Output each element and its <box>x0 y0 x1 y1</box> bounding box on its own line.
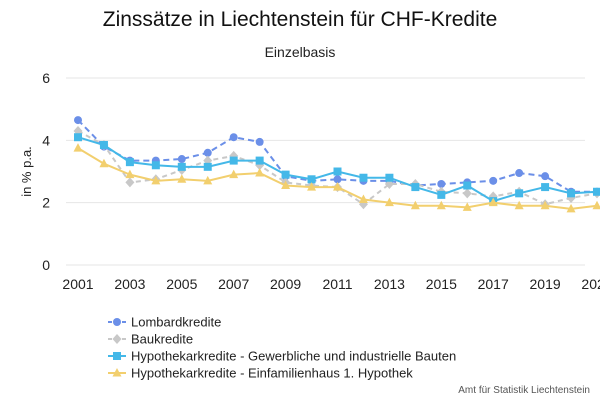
data-point <box>385 173 394 182</box>
data-point <box>593 187 600 196</box>
x-tick-label: 2019 <box>530 276 561 292</box>
data-point <box>541 172 550 181</box>
y-tick-label: 2 <box>42 195 50 211</box>
grid-lines <box>66 77 585 266</box>
x-tick-label: 2001 <box>62 276 93 292</box>
data-point <box>73 143 83 152</box>
data-point <box>177 155 186 164</box>
y-tick-label: 0 <box>42 257 50 273</box>
legend-item: Hypothekarkredite - Einfamilienhaus 1. H… <box>108 366 413 381</box>
data-point <box>514 200 524 210</box>
legend-item: Hypothekarkredite - Gewerbliche und indu… <box>108 349 456 364</box>
legend-label: Hypothekarkredite - Gewerbliche und indu… <box>131 349 456 364</box>
data-point <box>437 179 446 188</box>
y-tick-label: 6 <box>42 70 50 86</box>
data-point <box>151 175 161 185</box>
chart-title: Zinssätze in Liechtenstein für CHF-Kredi… <box>102 8 498 31</box>
data-point <box>203 175 213 185</box>
series-line <box>77 119 597 193</box>
data-point <box>358 194 368 204</box>
data-point <box>74 133 82 142</box>
data-point <box>540 200 550 210</box>
legend-label: Baukredite <box>131 332 193 347</box>
data-point <box>333 167 342 176</box>
data-point <box>229 133 238 142</box>
series-line <box>77 130 598 206</box>
data-point <box>333 182 342 191</box>
series-group <box>73 116 600 213</box>
data-point <box>567 189 576 198</box>
legend-marker <box>112 334 122 344</box>
data-point <box>255 156 264 165</box>
data-point <box>384 197 394 207</box>
legend: Lombardkredite Baukredite Hypothekarkredit… <box>108 315 456 381</box>
legend-marker <box>113 352 121 360</box>
data-point <box>99 141 108 150</box>
data-point <box>333 175 342 184</box>
data-point <box>592 200 600 210</box>
data-point <box>177 174 187 183</box>
data-point <box>462 188 472 199</box>
data-point <box>229 156 238 165</box>
data-point <box>566 203 576 213</box>
source-credit: Amt für Statistik Liechtenstein <box>458 385 590 396</box>
y-tick-label: 4 <box>42 132 50 148</box>
data-point <box>203 148 212 157</box>
legend-marker <box>112 368 122 377</box>
data-point <box>281 180 291 190</box>
data-point <box>177 162 186 171</box>
data-point <box>462 202 472 211</box>
data-point <box>515 169 524 178</box>
data-point <box>488 197 498 207</box>
legend-label: Hypothekarkredite - Einfamilienhaus 1. H… <box>131 366 413 381</box>
data-point <box>436 200 446 210</box>
data-point <box>411 183 420 192</box>
data-point <box>463 181 472 190</box>
data-point <box>125 158 134 167</box>
data-point <box>229 169 239 179</box>
x-axis: 2001 2003 2005 2007 2009 2011 2013 2015 2017 2019… <box>62 276 600 292</box>
series-3 <box>74 133 600 206</box>
y-axis-title: in % p.a. <box>19 146 34 197</box>
data-point <box>255 137 264 146</box>
x-tick-label: 2013 <box>374 276 405 292</box>
legend-marker <box>113 318 121 326</box>
data-point <box>307 182 317 191</box>
legend-label: Lombardkredite <box>131 315 221 330</box>
series-4 <box>73 143 600 213</box>
legend-item: Lombardkredite <box>108 315 221 330</box>
x-tick-label: 2015 <box>426 276 457 292</box>
data-point <box>410 200 420 210</box>
data-point <box>489 176 498 185</box>
data-point <box>125 177 135 188</box>
x-tick-label: 2007 <box>218 276 249 292</box>
data-point <box>151 161 160 170</box>
data-point <box>125 169 135 179</box>
data-point <box>437 190 446 199</box>
x-tick-label: 2005 <box>166 276 197 292</box>
data-point <box>541 183 550 192</box>
y-axis: 0 2 4 6 <box>42 70 50 273</box>
x-tick-label: 2003 <box>114 276 145 292</box>
data-point <box>99 158 109 168</box>
x-tick-label: 2011 <box>322 276 352 292</box>
x-tick-label: 2009 <box>270 276 301 292</box>
x-tick-label: 2021 <box>581 276 600 292</box>
data-point <box>359 173 368 182</box>
data-point <box>203 162 212 171</box>
chart-subtitle: Einzelbasis <box>264 44 336 60</box>
data-point <box>307 175 316 184</box>
data-point <box>281 170 290 179</box>
x-tick-label: 2017 <box>478 276 509 292</box>
legend-item: Baukredite <box>108 332 193 347</box>
data-point <box>255 168 265 177</box>
data-point <box>515 189 524 198</box>
data-point <box>74 116 82 125</box>
